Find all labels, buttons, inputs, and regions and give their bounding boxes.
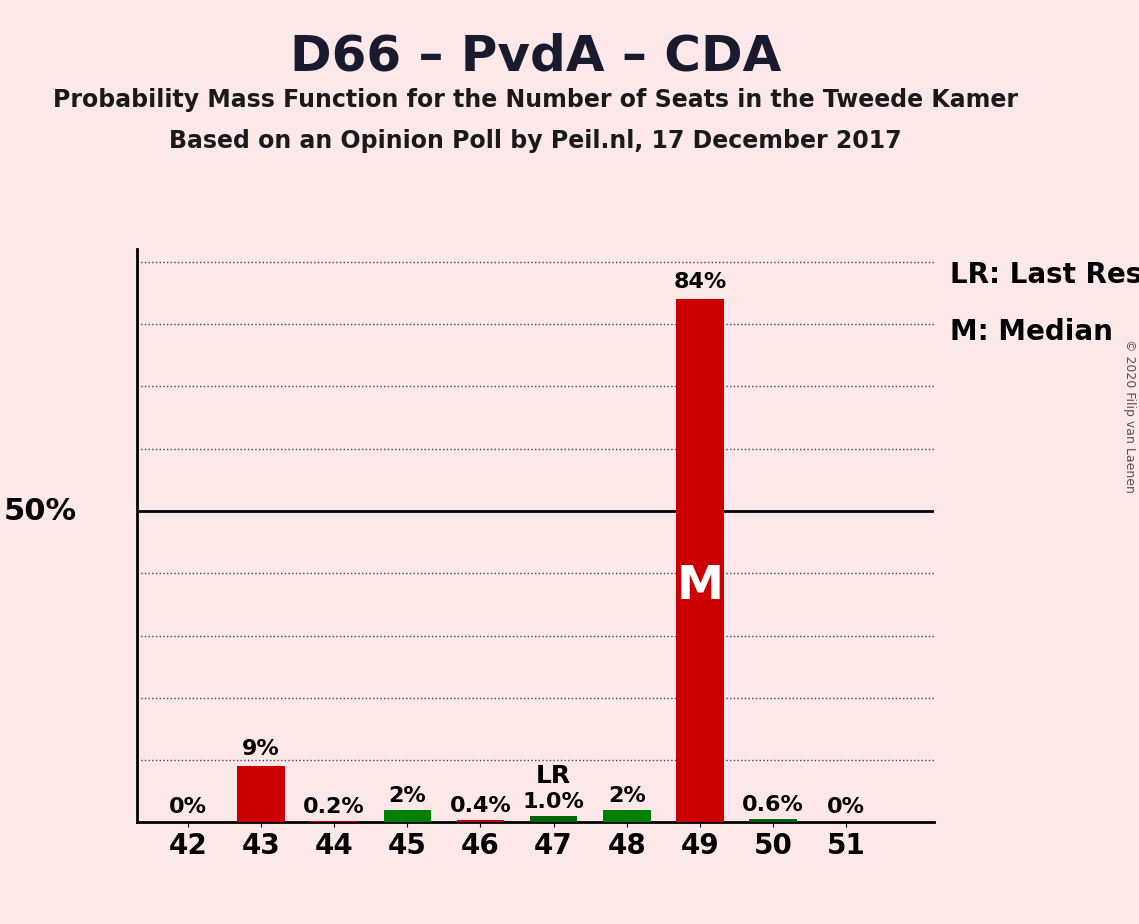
- Text: 0.2%: 0.2%: [303, 797, 366, 818]
- Text: D66 – PvdA – CDA: D66 – PvdA – CDA: [289, 32, 781, 80]
- Bar: [677, 299, 723, 822]
- Text: LR: LR: [536, 764, 571, 788]
- Text: 0.4%: 0.4%: [450, 796, 511, 816]
- Bar: [237, 766, 285, 822]
- Text: 0.6%: 0.6%: [743, 795, 804, 815]
- Text: 84%: 84%: [673, 272, 727, 292]
- Text: LR: Last Result: LR: Last Result: [950, 261, 1139, 289]
- Text: Based on an Opinion Poll by Peil.nl, 17 December 2017: Based on an Opinion Poll by Peil.nl, 17 …: [169, 129, 902, 153]
- Text: 9%: 9%: [243, 739, 280, 759]
- Text: 0%: 0%: [827, 797, 866, 818]
- Text: 2%: 2%: [608, 786, 646, 806]
- Bar: [749, 819, 797, 822]
- Text: 50%: 50%: [3, 496, 77, 526]
- Text: © 2020 Filip van Laenen: © 2020 Filip van Laenen: [1123, 339, 1137, 492]
- Bar: [384, 810, 431, 822]
- Bar: [530, 816, 577, 822]
- Bar: [457, 820, 505, 822]
- Bar: [603, 810, 650, 822]
- Text: Probability Mass Function for the Number of Seats in the Tweede Kamer: Probability Mass Function for the Number…: [52, 88, 1018, 112]
- Text: 2%: 2%: [388, 786, 426, 806]
- Text: M: M: [677, 565, 723, 610]
- Bar: [311, 821, 358, 822]
- Text: 0%: 0%: [169, 797, 207, 818]
- Text: 1.0%: 1.0%: [523, 793, 584, 812]
- Text: M: Median: M: Median: [950, 318, 1113, 346]
